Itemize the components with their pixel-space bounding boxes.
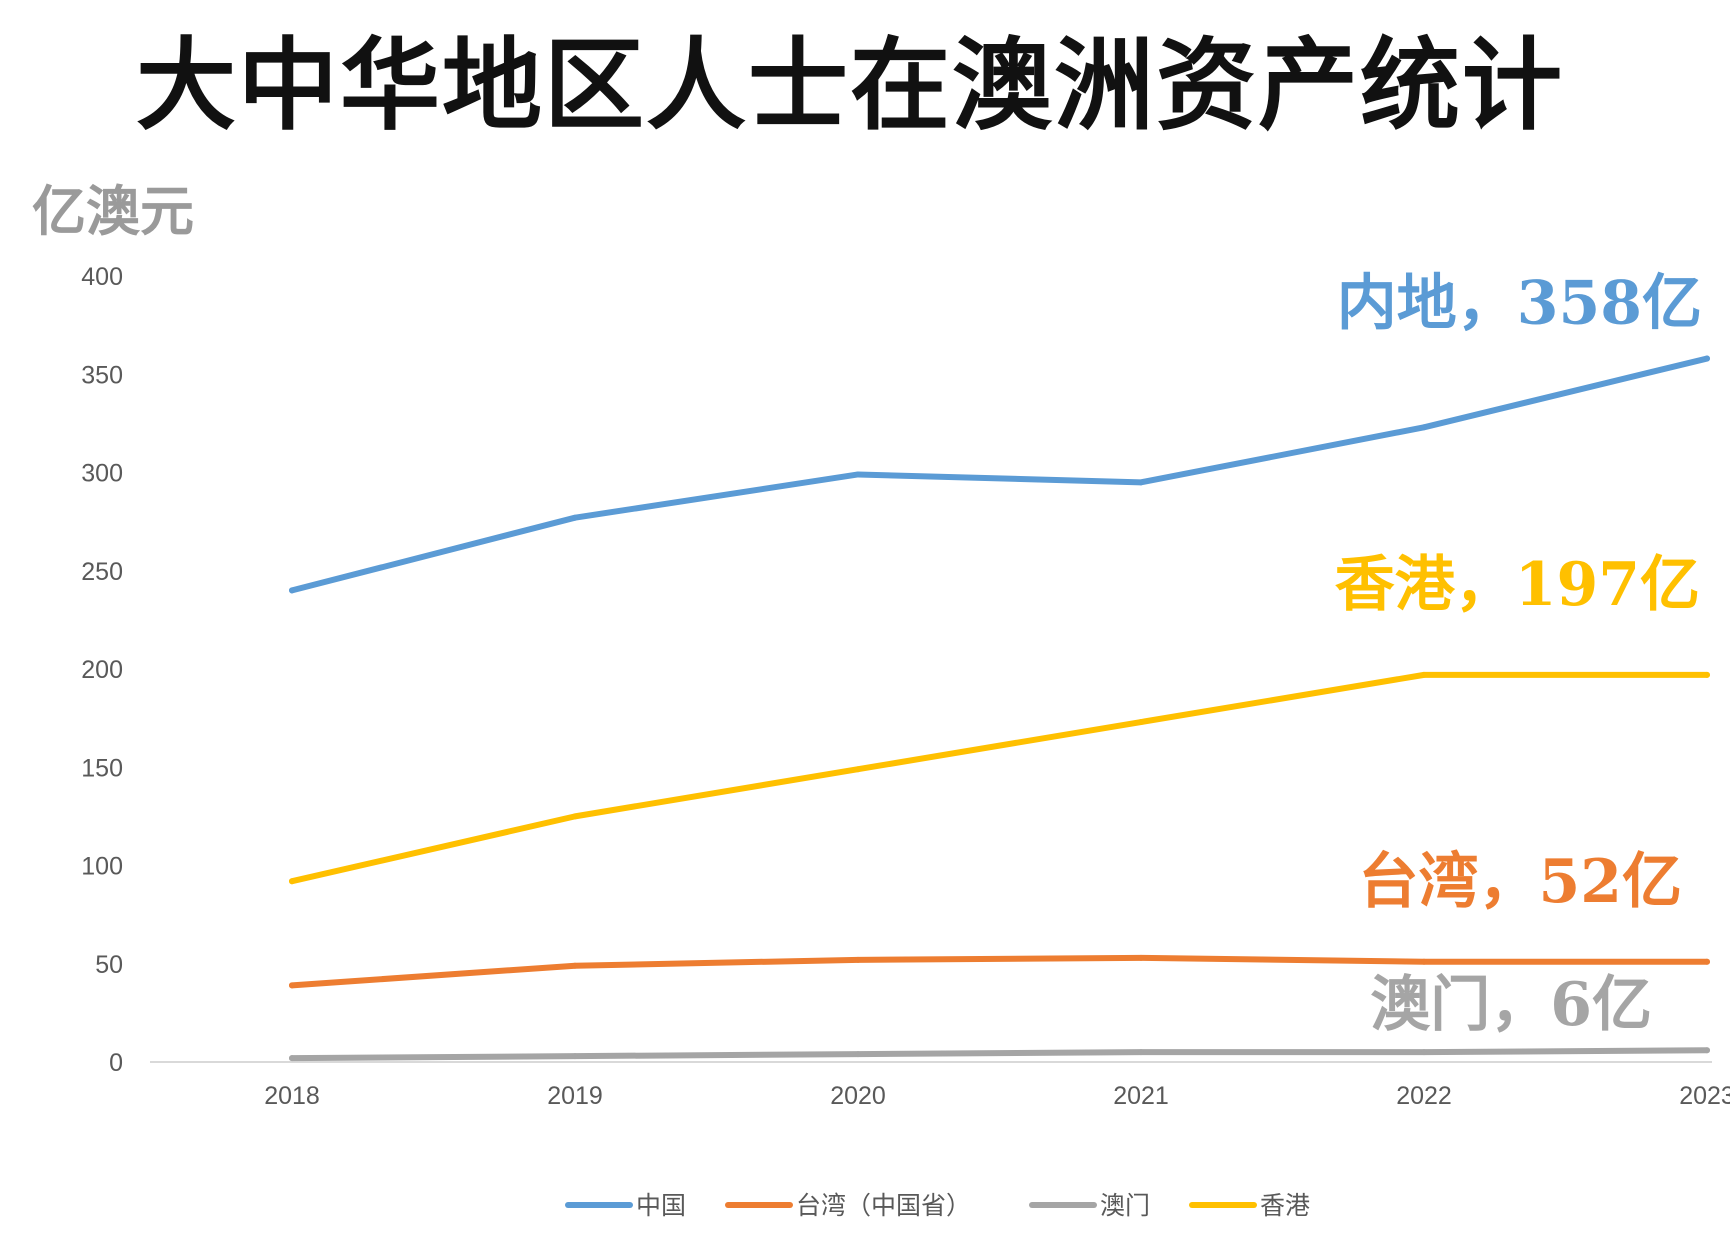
annotation-label: 台湾，52亿 bbox=[1359, 847, 1683, 917]
legend-item: 澳门 bbox=[1029, 1191, 1150, 1220]
chart-title: 大中华地区人士在澳洲资产统计 bbox=[136, 26, 1564, 144]
legend-label: 中国 bbox=[636, 1191, 686, 1220]
y-tick-label: 350 bbox=[81, 361, 123, 389]
series-line-2 bbox=[289, 1047, 1710, 1062]
data-point bbox=[289, 587, 295, 594]
data-point bbox=[289, 982, 295, 989]
y-tick-label: 100 bbox=[81, 853, 123, 881]
y-tick-label: 200 bbox=[81, 656, 123, 684]
data-point bbox=[572, 514, 578, 521]
x-tick-label: 2022 bbox=[1396, 1082, 1452, 1110]
y-tick-label: 300 bbox=[81, 460, 123, 488]
data-point bbox=[1704, 355, 1710, 362]
series-line-3 bbox=[289, 671, 1710, 885]
y-tick-label: 50 bbox=[95, 951, 123, 979]
data-point bbox=[855, 766, 861, 773]
x-tick-label: 2019 bbox=[547, 1082, 603, 1110]
legend-item: 中国 bbox=[565, 1191, 686, 1220]
legend-label: 澳门 bbox=[1100, 1191, 1150, 1220]
annotation-label: 香港，197亿 bbox=[1335, 550, 1700, 620]
legend-item: 香港 bbox=[1189, 1191, 1310, 1220]
data-point bbox=[289, 1055, 295, 1062]
x-tick-label: 2018 bbox=[264, 1082, 320, 1110]
series-line-0 bbox=[289, 355, 1710, 594]
legend-label: 台湾（中国省） bbox=[796, 1191, 971, 1220]
data-point bbox=[289, 878, 295, 885]
data-point bbox=[572, 962, 578, 969]
annotation-label: 澳门，6亿 bbox=[1370, 970, 1652, 1040]
legend-item: 台湾（中国省） bbox=[725, 1191, 971, 1220]
data-point bbox=[1138, 719, 1144, 726]
y-axis-label: 亿澳元 bbox=[32, 179, 194, 243]
data-point bbox=[1704, 958, 1710, 965]
y-tick-label: 400 bbox=[81, 263, 123, 291]
annotation-label: 内地，358亿 bbox=[1337, 269, 1702, 339]
data-point bbox=[1421, 671, 1427, 678]
data-point bbox=[572, 813, 578, 820]
data-point bbox=[1138, 1049, 1144, 1056]
series-line-1 bbox=[289, 954, 1710, 989]
x-tick-label: 2023 bbox=[1679, 1082, 1730, 1110]
y-tick-label: 0 bbox=[109, 1049, 123, 1077]
x-tick-label: 2021 bbox=[1113, 1082, 1169, 1110]
data-point bbox=[1421, 1049, 1427, 1056]
data-point bbox=[1138, 479, 1144, 486]
data-point bbox=[855, 956, 861, 963]
data-point bbox=[1704, 671, 1710, 678]
data-point bbox=[855, 471, 861, 478]
legend-label: 香港 bbox=[1260, 1191, 1310, 1220]
data-point bbox=[1704, 1047, 1710, 1054]
data-point bbox=[1138, 954, 1144, 961]
data-point bbox=[572, 1053, 578, 1060]
data-point bbox=[1421, 424, 1427, 431]
y-tick-label: 250 bbox=[81, 558, 123, 586]
data-point bbox=[1421, 958, 1427, 965]
y-tick-label: 150 bbox=[81, 754, 123, 782]
data-point bbox=[855, 1051, 861, 1058]
x-tick-label: 2020 bbox=[830, 1082, 886, 1110]
